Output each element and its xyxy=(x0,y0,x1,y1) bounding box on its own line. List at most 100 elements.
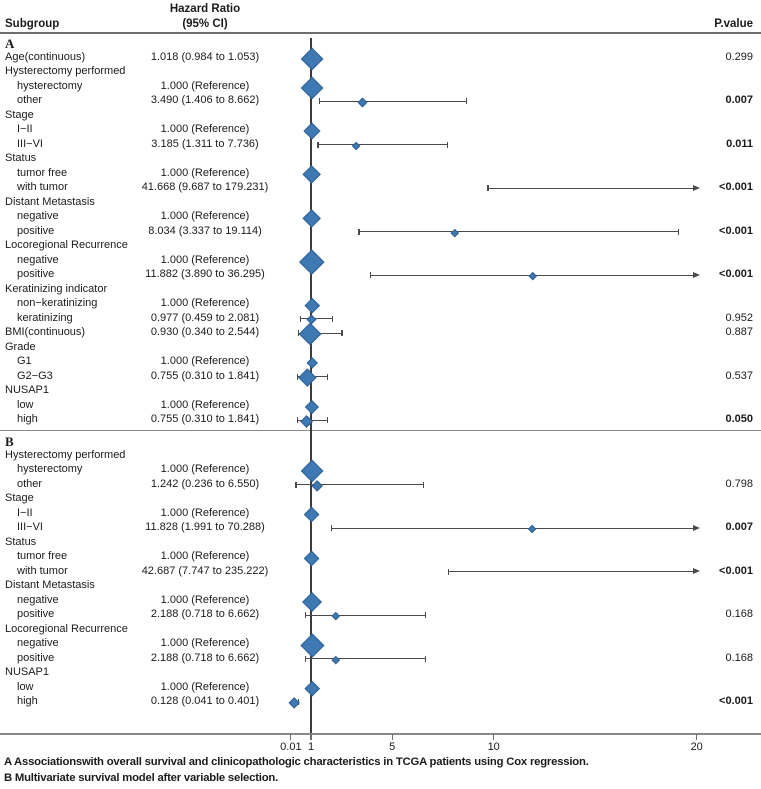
ci-upper-tick xyxy=(341,330,343,337)
p-value: 0.007 xyxy=(725,94,753,106)
group-label: NUSAP1 xyxy=(5,666,50,678)
hazard-ratio-value: 1.000 (Reference) xyxy=(160,550,250,562)
row-label: with tumor xyxy=(17,564,68,577)
x-axis-tick xyxy=(493,734,495,740)
forest-row: low 1.000 (Reference) xyxy=(0,399,761,414)
ci-whisker xyxy=(487,187,693,189)
row-label: non−keratinizing xyxy=(17,297,98,309)
group-label: Status xyxy=(5,152,37,164)
row-label: III−VI xyxy=(17,137,43,150)
row-label: other xyxy=(17,94,43,106)
ci-lower-tick xyxy=(487,185,489,192)
hazard-ratio-value: 41.668 (9.687 to 179.231) xyxy=(141,181,269,193)
forest-row: high 0.128 (0.041 to 0.401) <0.001 xyxy=(0,695,761,710)
ci-arrowhead xyxy=(693,184,700,191)
ci-upper-tick xyxy=(424,612,427,619)
forest-row: Age(continuous) 1.018 (0.984 to 1.053) 0.2… xyxy=(0,47,761,71)
forest-row: I−II 1.000 (Reference) xyxy=(0,122,761,140)
hazard-ratio-value: 11.882 (3.890 to 36.295) xyxy=(145,268,265,280)
forest-row: I−II 1.000 (Reference) xyxy=(0,507,761,523)
hazard-ratio-value: 1.000 (Reference) xyxy=(160,166,250,179)
forest-row: positive 2.188 (0.718 to 6.662) 0.168 xyxy=(0,608,761,623)
p-value: <0.001 xyxy=(719,695,753,707)
forest-row: Distant Metastasis xyxy=(0,196,761,211)
ci-upper-tick xyxy=(677,228,679,235)
hazard-ratio-value: 1.000 (Reference) xyxy=(160,637,250,649)
hazard-ratio-value: 1.000 (Reference) xyxy=(160,297,250,309)
ci-lower-tick xyxy=(296,373,299,380)
group-label: Status xyxy=(5,535,37,548)
hazard-ratio-value: 1.000 (Reference) xyxy=(160,463,250,475)
group-label: Stage xyxy=(5,492,34,504)
hazard-ratio-value: 1.000 (Reference) xyxy=(160,123,250,135)
hazard-ratio-value: 0.930 (0.340 to 2.544) xyxy=(150,326,260,338)
forest-row: NUSAP1 xyxy=(0,384,761,399)
row-label: negative xyxy=(17,253,59,266)
x-axis-tick-label: 5 xyxy=(389,741,396,753)
ci-whisker xyxy=(300,318,333,320)
row-label: III−VI xyxy=(17,521,43,533)
forest-row: Locoregional Recurrence xyxy=(0,623,761,638)
hazard-ratio-value: 1.000 (Reference) xyxy=(160,680,250,693)
forest-row: Status xyxy=(0,536,761,551)
hazard-ratio-value: 0.755 (0.310 to 1.841) xyxy=(150,369,260,382)
p-value: 0.011 xyxy=(726,137,753,150)
ci-arrowhead xyxy=(693,524,700,531)
p-value: 0.168 xyxy=(725,608,753,620)
x-axis-tick xyxy=(310,734,312,740)
forest-row: Hysterectomy performed xyxy=(0,449,761,464)
row-label: negative xyxy=(17,593,59,606)
column-header-subgroup: Subgroup xyxy=(5,18,60,30)
forest-row: with tumor 42.687 (7.747 to 235.222) <0.00… xyxy=(0,565,761,580)
forest-row: Locoregional Recurrence xyxy=(0,239,761,254)
ci-whisker xyxy=(319,100,467,102)
x-axis-tick xyxy=(290,734,292,740)
ci-upper-tick xyxy=(446,141,448,148)
row-label: negative xyxy=(17,637,59,649)
forest-row: NUSAP1 xyxy=(0,666,761,681)
row-label: negative xyxy=(17,210,59,222)
group-label: Locoregional Recurrence xyxy=(5,239,128,251)
forest-row: BMI(continuous) 0.930 (0.340 to 2.544) 0.8… xyxy=(0,322,761,346)
forest-row: non−keratinizing 1.000 (Reference) xyxy=(0,297,761,313)
row-label: with tumor xyxy=(17,181,68,193)
ci-lower-tick xyxy=(331,525,333,532)
ci-lower-tick xyxy=(300,315,302,322)
ci-whisker xyxy=(295,484,424,486)
ci-lower-tick xyxy=(358,228,360,235)
x-axis-tick-label: 1 xyxy=(307,741,315,753)
hazard-ratio-value: 1.000 (Reference) xyxy=(160,253,250,266)
forest-row: keratinizing 0.977 (0.459 to 2.081) 0.952 xyxy=(0,312,761,327)
forest-row: high 0.755 (0.310 to 1.841) 0.050 xyxy=(0,413,761,428)
row-label: other xyxy=(17,477,43,490)
row-label: hysterectomy xyxy=(17,79,83,92)
p-value: <0.001 xyxy=(719,268,753,280)
p-value: 0.798 xyxy=(725,477,753,490)
hazard-ratio-value: 42.687 (7.747 to 235.222) xyxy=(141,564,269,577)
ci-whisker xyxy=(317,144,448,146)
ci-lower-tick xyxy=(319,98,321,105)
hr-point-marker xyxy=(332,655,341,664)
row-label: high xyxy=(17,695,38,707)
row-label: low xyxy=(17,398,34,411)
section-separator-rule xyxy=(0,429,761,432)
forest-row: negative 1.000 (Reference) xyxy=(0,591,761,612)
group-label: Hysterectomy performed xyxy=(5,448,126,461)
row-label: G2−G3 xyxy=(17,369,53,382)
hr-point-marker xyxy=(304,681,320,697)
hazard-ratio-value: 1.018 (0.984 to 1.053) xyxy=(150,50,260,63)
hr-point-marker xyxy=(527,524,537,534)
ci-lower-tick xyxy=(305,655,307,662)
ci-upper-tick xyxy=(465,98,467,105)
x-axis-tick-label: 20 xyxy=(690,741,703,753)
forest-row: Status xyxy=(0,152,761,167)
x-axis-line xyxy=(0,733,761,735)
group-label: Locoregional Recurrence xyxy=(5,622,128,635)
ci-lower-tick xyxy=(317,141,319,148)
section-label: A xyxy=(5,36,15,51)
forest-row: tumor free 1.000 (Reference) xyxy=(0,550,761,567)
ci-lower-tick xyxy=(305,612,307,619)
hazard-ratio-value: 1.000 (Reference) xyxy=(160,79,250,92)
hazard-ratio-value: 8.034 (3.337 to 19.114) xyxy=(148,224,262,237)
row-label: BMI(continuous) xyxy=(5,326,86,338)
